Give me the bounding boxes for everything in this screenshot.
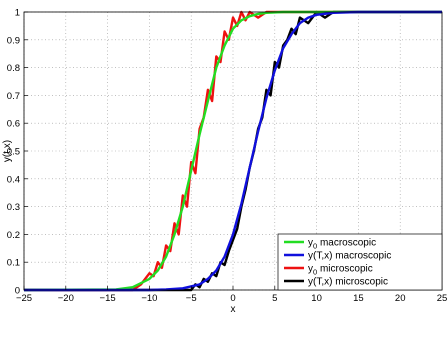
x-tick-label: 15: [353, 293, 364, 304]
x-tick-label: 0: [230, 293, 235, 304]
x-axis-label: x: [231, 304, 236, 315]
y-tick-label: 0.4: [7, 174, 20, 185]
x-tick-label: −20: [58, 293, 74, 304]
x-tick-label: 20: [395, 293, 406, 304]
y-tick-label: 0.6: [7, 119, 20, 130]
legend-entry-2: y0 microscopic: [308, 264, 373, 277]
legend-entry-3: y(T,x) microscopic: [308, 277, 388, 288]
x-tick-label: −10: [141, 293, 157, 304]
x-tick-label: 5: [272, 293, 277, 304]
y-tick-label: 0.3: [7, 202, 20, 213]
x-tick-label: 10: [311, 293, 322, 304]
x-tick-label: 25: [437, 293, 447, 304]
x-tick-label: −25: [16, 293, 32, 304]
y-tick-label: 0.1: [7, 258, 20, 269]
y-tick-label: 0.2: [7, 230, 20, 241]
y-tick-label: 0.5: [7, 147, 20, 158]
y-axis-label: y(t,x): [2, 140, 13, 162]
y-tick-label: 0: [15, 286, 20, 297]
y-tick-label: 0.8: [7, 63, 20, 74]
legend-box: [277, 233, 443, 291]
y-tick-label: 0.9: [7, 35, 20, 46]
legend-entry-1: y(T,x) macroscopic: [308, 251, 391, 262]
x-tick-label: −5: [186, 293, 197, 304]
y-tick-label: 0.7: [7, 91, 20, 102]
legend-entry-0: y0 macroscopic: [308, 238, 376, 251]
y-tick-label: 1: [15, 8, 20, 19]
x-tick-label: −15: [100, 293, 116, 304]
series-line-0: [23, 10, 442, 292]
ticks: −25 −20 −15 −10 −5 0 5 10 15 20 25 0 0.1 0.2 0.3 0.4 0.5…: [7, 8, 447, 305]
